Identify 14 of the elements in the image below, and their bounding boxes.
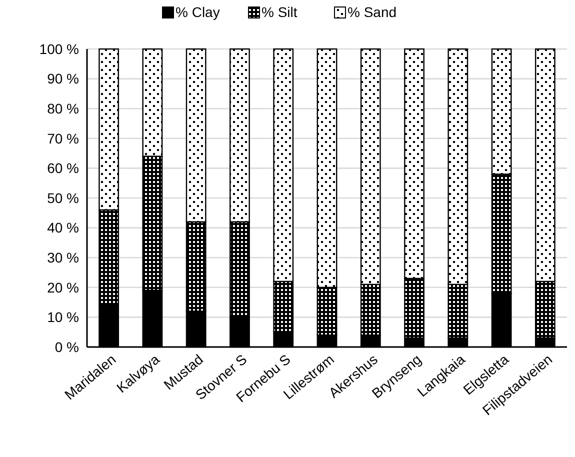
y-tick-label: 60 %	[47, 160, 79, 176]
y-tick-label: 0 %	[54, 338, 79, 355]
y-tick-label: 40 %	[47, 220, 79, 236]
y-tick-label: 90 %	[47, 70, 79, 87]
legend-label: % Sand	[348, 4, 397, 20]
y-tick-label: 50 %	[47, 190, 79, 206]
y-tick-label: 20 %	[47, 279, 79, 296]
y-tick-label: 100 %	[39, 40, 79, 57]
y-tick-label: 10 %	[47, 309, 79, 326]
y-tick-label: 70 %	[47, 130, 79, 146]
y-tick-label: 80 %	[47, 100, 79, 116]
y-tick-label: 30 %	[47, 250, 79, 266]
legend-label: % Clay	[176, 4, 220, 20]
legend-label: % Silt	[262, 4, 298, 20]
